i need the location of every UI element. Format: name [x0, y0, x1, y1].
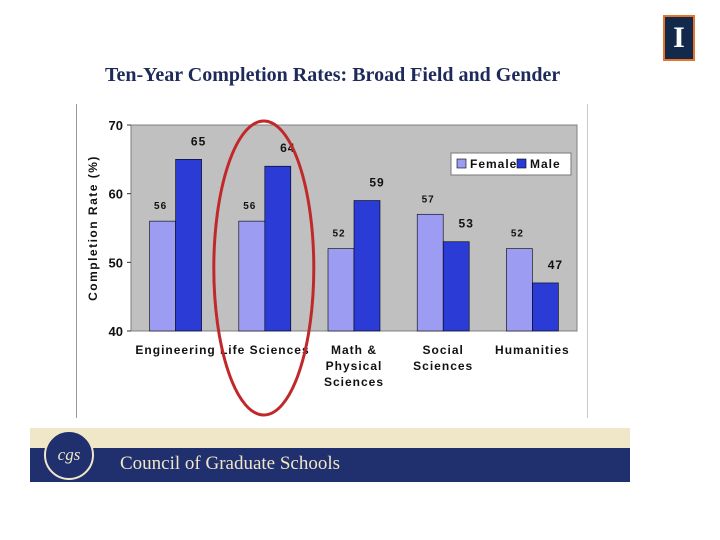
category-label: Life Sciences: [220, 343, 310, 357]
male-bar: [175, 159, 202, 332]
data-label: 65: [191, 134, 206, 148]
category-label: Humanities: [495, 343, 570, 357]
completion-rate-chart: 40 50 60 70 Completion Rate (%) 56 65 Engineeri…: [86, 118, 578, 417]
category-label: Social: [423, 343, 464, 357]
female-bar: [416, 213, 444, 332]
female-bar: [149, 220, 176, 332]
data-label: 52: [332, 229, 345, 240]
male-bar: [353, 200, 381, 332]
category-label: Physical: [326, 359, 383, 373]
cgs-seal-text: cgs: [57, 445, 81, 464]
data-label: 57: [422, 194, 435, 205]
logo-letter: I: [673, 21, 685, 54]
y-axis-label: Completion Rate (%): [86, 155, 100, 301]
male-bar: [264, 165, 292, 332]
data-label: 53: [459, 217, 474, 231]
female-bar: [506, 248, 533, 332]
data-label: 59: [369, 176, 384, 190]
legend-label: Female: [470, 157, 517, 171]
chart-container: 40 50 60 70 Completion Rate (%) 56 65 Engineeri…: [76, 104, 588, 418]
slide-title: Ten-Year Completion Rates: Broad Field a…: [105, 64, 561, 86]
highlight-circle: [212, 119, 316, 417]
category-label: Sciences: [413, 359, 473, 373]
category-label: Math &: [331, 343, 377, 357]
male-bar: [532, 282, 559, 332]
female-bar: [327, 248, 355, 332]
footer-org-name: Council of Graduate Schools: [120, 453, 341, 474]
male-bar: [442, 241, 470, 332]
female-bar: [238, 220, 266, 332]
cgs-seal-logo: cgs: [44, 430, 94, 480]
data-label: 56: [243, 201, 256, 212]
footer-top-strip: [30, 428, 630, 448]
data-label: 56: [154, 201, 167, 212]
y-tick-label: 70: [109, 118, 123, 133]
data-label: 47: [548, 258, 563, 272]
y-tick-label: 60: [109, 187, 123, 202]
y-tick-label: 40: [109, 324, 123, 339]
category-label: Sciences: [324, 375, 384, 389]
legend-swatch: [456, 158, 467, 169]
legend-label: Male: [530, 157, 561, 171]
category-label: Engineering: [135, 343, 215, 357]
legend-swatch: [516, 158, 527, 169]
data-label: 52: [511, 229, 524, 240]
university-logo: I: [663, 15, 695, 61]
legend-box: [450, 152, 572, 176]
y-tick-label: 50: [109, 255, 123, 270]
footer-banner: cgs Council of Graduate Schools: [30, 428, 630, 482]
